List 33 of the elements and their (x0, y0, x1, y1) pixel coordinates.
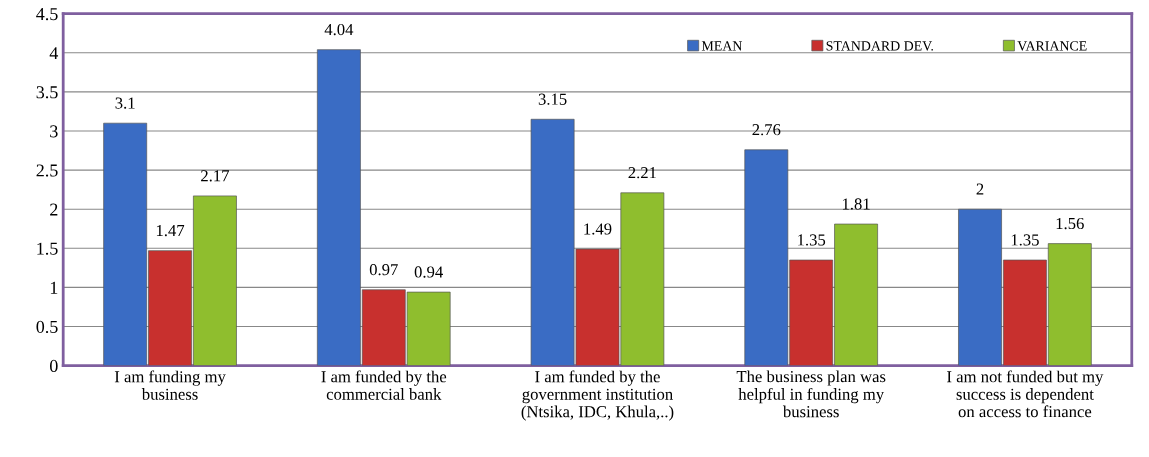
y-tick-label: 1 (50, 281, 58, 294)
data-label: 0.94 (414, 266, 443, 278)
y-tick-label: 4 (49, 47, 59, 60)
x-tick-label: I am not funded but my success is dependent on access to finance (947, 370, 1104, 418)
y-tick-label: 4.5 (36, 8, 58, 21)
data-label: 1.35 (1011, 234, 1039, 246)
y-tick-label: 3.5 (36, 86, 58, 99)
data-label: 3.1 (115, 97, 135, 109)
y-tick-label: 1.5 (37, 242, 58, 255)
data-label: 1.56 (1056, 217, 1084, 230)
y-tick-label: 2 (50, 203, 58, 216)
y-tick-label: 0.5 (36, 320, 58, 334)
data-label: 4.04 (324, 23, 354, 36)
y-tick-label: 2.5 (36, 164, 58, 177)
x-tick-label: The business plan was helpful in funding my business (736, 370, 886, 418)
data-label: 2 (976, 183, 984, 195)
x-tick-label: I am funded by the commercial bank (321, 370, 447, 400)
data-label: 1.35 (798, 234, 826, 246)
y-tick-label: 3 (50, 125, 58, 138)
data-label: 0.97 (369, 264, 398, 276)
y-tick-label: 0 (49, 359, 58, 373)
data-label: 2.17 (201, 170, 230, 182)
data-label: 3.15 (538, 93, 567, 105)
data-label: 2.21 (628, 167, 656, 179)
data-label: 1.49 (584, 223, 612, 235)
legend-label: VARIANCE (1017, 41, 1087, 51)
data-label: 2.76 (752, 124, 781, 136)
data-label: 1.47 (156, 224, 185, 237)
legend-label: MEAN (701, 41, 743, 51)
legend-label: STANDARD DEV. (826, 41, 933, 51)
data-label: 1.81 (842, 198, 870, 210)
x-tick-label: I am funded by the government institution (Ntsika, IDC, Khula,..) (521, 370, 674, 421)
x-tick-label: I am funding my business (114, 370, 226, 400)
